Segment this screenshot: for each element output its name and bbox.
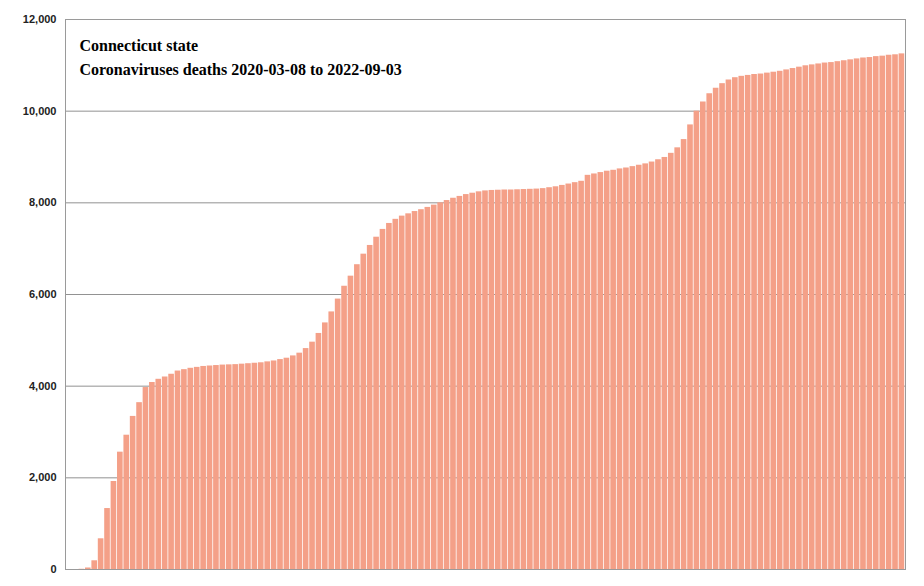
svg-text:12,000: 12,000: [23, 13, 57, 25]
svg-text:10,000: 10,000: [23, 105, 57, 117]
svg-text:Coronaviruses deaths 2020-03-0: Coronaviruses deaths 2020-03-08 to 2022-…: [80, 61, 402, 78]
svg-text:2,000: 2,000: [29, 471, 57, 483]
svg-text:6,000: 6,000: [29, 288, 57, 300]
svg-text:4,000: 4,000: [29, 380, 57, 392]
svg-text:8,000: 8,000: [29, 196, 57, 208]
svg-text:0: 0: [50, 563, 56, 575]
svg-text:Connecticut state: Connecticut state: [80, 37, 199, 54]
